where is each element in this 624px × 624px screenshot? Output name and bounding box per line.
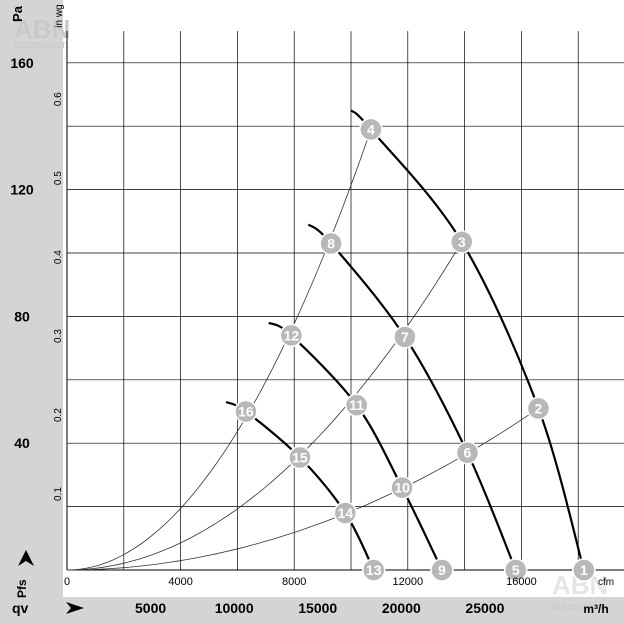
y2-tick-inwg: 0.1 — [53, 487, 64, 501]
point-label-6: 6 — [464, 445, 472, 461]
point-marker-12 — [279, 323, 304, 348]
x-axis-label-m3h: m³/h — [583, 602, 608, 616]
x-tick-m3h: 5000 — [135, 600, 166, 616]
point-label-4: 4 — [367, 121, 375, 137]
x-tick-cfm: 4000 — [168, 576, 192, 588]
point-label-15: 15 — [292, 449, 308, 465]
y2-tick-inwg: 0.5 — [53, 171, 64, 185]
point-label-3: 3 — [458, 234, 466, 250]
point-label-8: 8 — [327, 235, 335, 251]
y-axis-label-pa: Pa — [10, 5, 25, 22]
x-tick-cfm: 12000 — [393, 576, 424, 588]
point-label-7: 7 — [401, 329, 409, 345]
point-marker-1 — [572, 558, 596, 582]
x-axis-label-cfm: cfm — [598, 577, 614, 588]
watermark-sub-2: automation — [552, 601, 606, 613]
point-marker-16 — [234, 399, 258, 424]
point-label-5: 5 — [512, 562, 520, 578]
y2-tick-inwg: 0.4 — [53, 250, 64, 264]
qv-label: qv — [12, 600, 29, 616]
point-marker-3 — [450, 230, 474, 254]
point-label-2: 2 — [535, 400, 543, 416]
point-marker-5 — [503, 558, 528, 582]
x-tick-cfm: 8000 — [282, 576, 306, 588]
point-label-1: 1 — [580, 562, 588, 578]
point-label-14: 14 — [338, 505, 354, 521]
y2-tick-inwg: 0.2 — [53, 408, 64, 422]
x-tick-m3h: 10000 — [215, 600, 254, 616]
point-marker-6 — [455, 440, 480, 465]
bottom-axis-band — [0, 597, 624, 624]
y2-tick-inwg: 0.3 — [53, 329, 64, 343]
fan-curve-1 — [225, 400, 375, 571]
pfs-label: Pfs — [15, 579, 29, 598]
point-label-16: 16 — [238, 404, 254, 420]
point-label-11: 11 — [349, 397, 364, 413]
point-marker-11 — [344, 393, 369, 417]
x-tick-cfm: 16000 — [506, 576, 537, 588]
point-marker-7 — [393, 325, 417, 349]
point-marker-8 — [319, 231, 343, 256]
watermark-brand: ABN — [14, 14, 70, 44]
point-marker-2 — [526, 396, 551, 421]
y-tick-pa: 80 — [14, 308, 30, 324]
y-tick-pa: 120 — [10, 182, 34, 198]
point-marker-10 — [390, 475, 414, 500]
system-curve-1 — [66, 129, 372, 571]
system-curve-2 — [66, 241, 463, 571]
point-marker-13 — [361, 558, 386, 582]
point-marker-14 — [333, 501, 358, 525]
pfs-arrow-icon — [18, 550, 34, 566]
x-tick-m3h: 20000 — [382, 600, 421, 616]
point-label-10: 10 — [394, 480, 410, 496]
y-tick-pa: 160 — [10, 55, 34, 71]
x-tick-m3h: 15000 — [298, 600, 337, 616]
qv-arrow-icon — [66, 602, 84, 614]
y2-tick-inwg: 0.6 — [53, 92, 64, 106]
point-marker-15 — [288, 445, 312, 470]
watermark-sub: automation — [14, 39, 68, 51]
point-label-13: 13 — [366, 562, 382, 578]
point-label-9: 9 — [438, 562, 446, 578]
x-tick-cfm: 0 — [64, 576, 70, 588]
fan-curve-4 — [350, 109, 585, 571]
x-tick-m3h: 25000 — [465, 600, 504, 616]
point-marker-9 — [430, 558, 454, 582]
point-marker-4 — [359, 117, 383, 142]
left-axis-band — [0, 0, 63, 624]
point-label-12: 12 — [284, 327, 300, 343]
y-tick-pa: 40 — [14, 435, 30, 451]
y2-axis-label-inwg: in wg — [54, 4, 65, 27]
